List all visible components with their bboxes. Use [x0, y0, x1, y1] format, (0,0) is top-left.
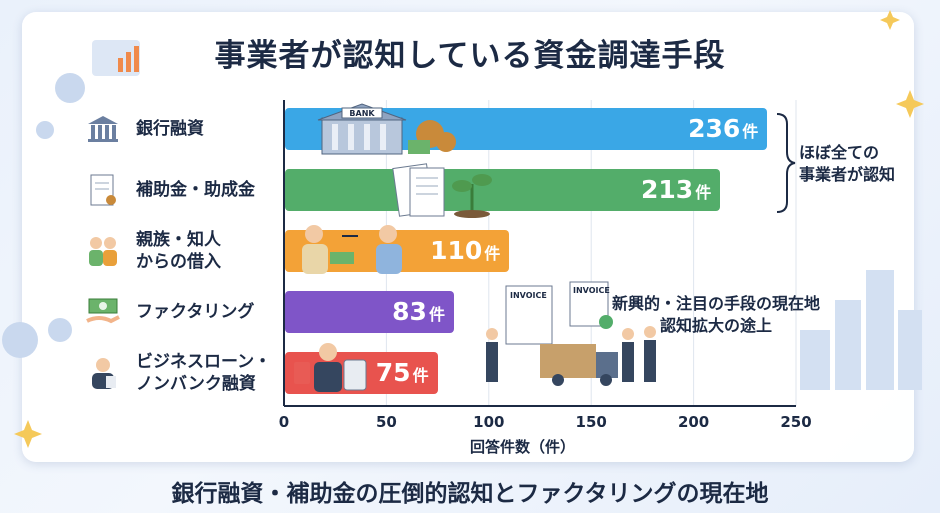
- invoice-label-2: INVOICE: [573, 286, 610, 295]
- brace-top: [776, 113, 796, 213]
- chart-decor-icon: [92, 40, 140, 76]
- annotation-top: ほぼ全ての 事業者が認知: [799, 143, 896, 184]
- data-label-unit: 件: [695, 183, 712, 202]
- data-label: 236 件: [285, 108, 758, 150]
- data-label: 213 件: [285, 169, 711, 211]
- plant-icon: [452, 174, 492, 218]
- data-label-value: 83: [392, 297, 427, 326]
- category-label: 親族・知人 からの借入: [136, 230, 221, 272]
- money-bag-icon: [408, 120, 456, 154]
- city-skyline: [800, 270, 922, 390]
- invoice-truck-illustration: INVOICE INVOICE: [486, 281, 656, 386]
- document-plant-illustration: [392, 163, 492, 218]
- businessman-icon: [80, 350, 126, 396]
- data-label: 83 件: [285, 291, 445, 333]
- x-tick-label: 200: [677, 413, 710, 431]
- data-label-value: 75: [375, 358, 411, 387]
- category-row: 補助金・助成金: [80, 167, 255, 213]
- category-row: ファクタリング: [80, 289, 255, 335]
- people-exchange-illustration: [302, 225, 402, 274]
- category-row: ビジネスローン・ ノンバンク融資: [80, 350, 272, 396]
- data-label-unit: 件: [484, 244, 501, 263]
- data-label: 75 件: [285, 352, 429, 394]
- category-row: 親族・知人 からの借入: [80, 228, 221, 274]
- x-tick-label: 150: [575, 413, 607, 431]
- category-label: ファクタリング: [136, 302, 255, 322]
- data-label-unit: 件: [428, 305, 445, 324]
- people-icon: [80, 228, 126, 274]
- chart-title: 事業者が認知している資金調達手段: [214, 38, 726, 74]
- sparkle-icon: [14, 10, 924, 448]
- bar: [285, 291, 454, 333]
- category-label: ビジネスローン・ ノンバンク融資: [136, 352, 272, 394]
- category-label: 銀行融資: [136, 119, 204, 139]
- category-label: 補助金・助成金: [136, 180, 255, 200]
- data-label-unit: 件: [412, 366, 429, 385]
- x-axis-label: 回答件数（件）: [470, 438, 576, 456]
- x-tick-label: 0: [278, 413, 290, 431]
- data-label-value: 236: [688, 114, 741, 143]
- invoice-label-1: INVOICE: [510, 291, 547, 300]
- bank-sign: BANK: [349, 109, 375, 118]
- data-label-value: 110: [430, 236, 483, 265]
- bank-icon: [80, 106, 126, 152]
- annotation-middle: 新興的・注目の手段の現在地 認知拡大の途上: [612, 294, 821, 335]
- bar: [285, 169, 721, 211]
- data-label: 110 件: [285, 230, 500, 272]
- caption: 銀行融資・補助金の圧倒的認知とファクタリングの現在地: [171, 481, 769, 507]
- data-label-unit: 件: [742, 122, 759, 141]
- bank-illustration: BANK: [317, 103, 456, 155]
- category-row: 銀行融資: [80, 106, 204, 152]
- money-icon: [80, 289, 126, 335]
- data-label-value: 213: [641, 175, 694, 204]
- document-icon: [80, 167, 126, 213]
- x-tick-label: 50: [375, 413, 397, 431]
- businessman-calculator-illustration: [294, 343, 367, 392]
- gear-icon: [2, 73, 85, 358]
- x-tick-label: 100: [473, 413, 505, 431]
- x-tick-label: 250: [780, 413, 812, 431]
